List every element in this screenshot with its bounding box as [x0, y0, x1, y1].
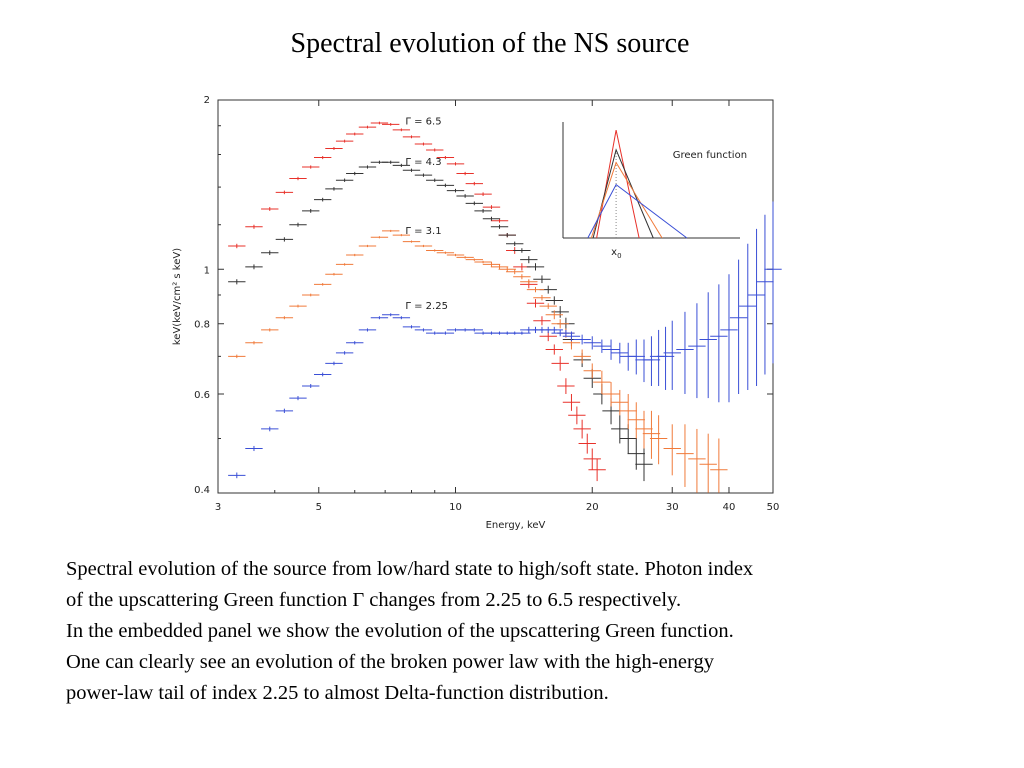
caption-line: of the upscattering Green function Γ cha… — [66, 589, 682, 611]
slide-title: Spectral evolution of the NS source — [290, 28, 690, 59]
caption-line: power-law tail of index 2.25 to almost D… — [66, 682, 609, 704]
inset-curve — [587, 183, 688, 239]
series-label: Γ = 3.1 — [405, 226, 441, 237]
y-tick-label: 0.6 — [194, 390, 210, 401]
y-tick-label: 1 — [204, 265, 210, 276]
main-plot-layer: 3 5 10 20 30 40 50 0.4 0.6 0.8 1 2 Energy, keV keV(ke… — [172, 95, 782, 531]
y-tick-label: 0.8 — [194, 320, 210, 331]
series-group — [228, 229, 728, 493]
caption-line: In the embedded panel we show the evolut… — [66, 620, 734, 642]
caption-line: Spectral evolution of the source from lo… — [66, 558, 754, 580]
caption-line: One can clearly see an evolution of the … — [66, 651, 714, 673]
y-tick-label: 0.4 — [194, 485, 210, 496]
x-tick-label: 40 — [723, 502, 736, 513]
series-label: Γ = 6.5 — [405, 117, 441, 128]
inset-x-label-subscript: 0 — [617, 252, 621, 260]
series-group — [228, 160, 653, 482]
x-axis-label: Energy, keV — [486, 520, 546, 531]
x-tick-label: 10 — [449, 502, 462, 513]
chart-area: 3 5 10 20 30 40 50 0.4 0.6 0.8 1 2 Energy, keV keV(ke… — [172, 95, 782, 531]
series-group — [228, 121, 606, 482]
y-axis-label: keV(keV/cm² s keV) — [172, 248, 183, 345]
spectrum-chart: 3 5 10 20 30 40 50 0.4 0.6 0.8 1 2 Energy, keV keV(ke… — [172, 95, 782, 531]
inset-annotation: Green function — [673, 150, 747, 161]
series-label: Γ = 4.3 — [405, 157, 441, 168]
x-tick-label: 50 — [767, 502, 780, 513]
x-tick-label: 3 — [215, 502, 221, 513]
x-tick-label: 20 — [586, 502, 599, 513]
inset-x-label: x — [611, 247, 617, 258]
inset-curve — [596, 130, 640, 239]
x-tick-label: 30 — [666, 502, 679, 513]
series-group — [228, 201, 782, 479]
inset-curve — [590, 161, 663, 239]
y-tick-label: 2 — [204, 95, 210, 106]
series-label: Γ = 2.25 — [405, 301, 448, 312]
inset-plot-layer: Green function x 0 — [562, 122, 747, 260]
x-tick-label: 5 — [316, 502, 322, 513]
caption: Spectral evolution of the source from lo… — [66, 554, 966, 709]
